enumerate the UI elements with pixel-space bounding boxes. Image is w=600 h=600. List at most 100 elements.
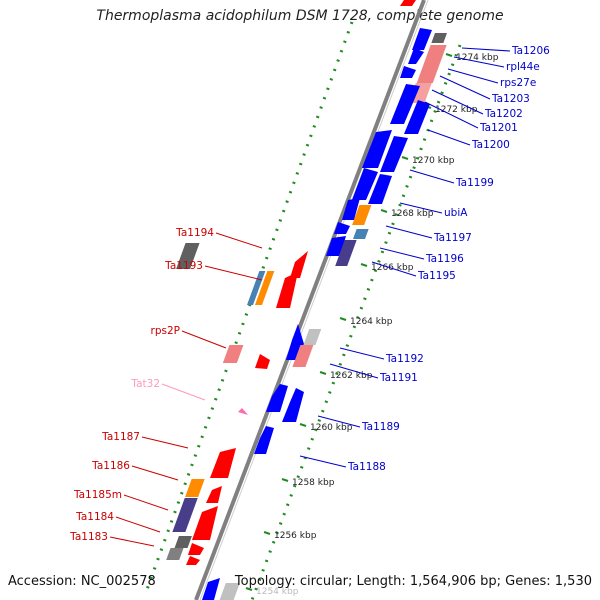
label-callout [427,129,471,146]
gene-label: Ta1206 [511,45,550,57]
gene-arrow-red [186,556,200,565]
gene-arrow-red [206,486,222,503]
gene-block-salmon [416,45,447,83]
gene-label: Ta1191 [379,372,418,384]
scale-label: 1262 kbp [330,371,373,381]
scale-tick [380,209,388,213]
gene-label: Ta1185m [73,489,122,501]
gene-arrow-blue [400,66,416,78]
label-callout [409,169,455,184]
label-callout [439,75,491,100]
backbone-line-inner [199,0,429,600]
scale-tick [339,317,347,321]
label-callout [181,330,227,349]
label-callout [161,383,206,401]
gene-arrow-red [255,354,270,369]
scale-tick [245,587,253,591]
gene-arrow-red [210,448,236,478]
gene-arrow-blue [404,100,430,134]
gene-arrow-blue [282,388,304,422]
gene-block-gray [176,243,200,269]
gene-block-salmon [292,345,314,367]
gene-label: Ta1183 [69,531,108,543]
gene-block-steelblue [353,229,369,239]
gene-label: rps2P [151,325,180,337]
scale-tick [263,531,271,535]
label-callout [115,516,161,533]
label-callout [385,225,433,239]
gene-block-gray [166,548,184,560]
gene-label: Ta1197 [433,232,472,244]
label-callout [299,455,347,468]
gene-labels: Ta1194 Ta1193 rps2P Tat32 Ta1187 Ta1186 Ta1185… [69,45,550,547]
accession-text: Accession: NC_002578 [8,574,156,589]
scale-tick [281,478,289,482]
label-callout [215,232,263,249]
gene-block-orange [254,271,275,305]
gene-label: Ta1186 [91,460,130,472]
scale-label: 1264 kbp [350,317,393,327]
gene-block-gray [174,536,192,548]
label-callout [131,465,179,481]
label-callout [204,265,263,281]
scale-label: 1254 kbp [256,587,299,597]
gene-label: Ta1196 [425,253,464,265]
gene-label: Ta1193 [164,260,203,272]
scale-label: 1270 kbp [412,156,455,166]
scale-label: 1268 kbp [391,209,434,219]
gene-arrow-blue [266,384,288,412]
label-callout [109,536,155,547]
gene-arrow-red [276,272,298,308]
gene-block-orange [185,479,205,497]
gene-label: Ta1195 [417,270,456,282]
label-callout [447,68,499,84]
gene-arrow-pink [238,408,248,415]
gene-label: rpl44e [506,61,540,73]
gene-label: Ta1187 [101,431,140,443]
label-callout [329,363,379,379]
gene-arrow-blue [380,136,408,172]
gene-features [166,0,447,600]
gene-block-orange [352,205,372,225]
scale-tick [319,371,327,375]
gene-label: Ta1188 [347,461,386,473]
label-callout [431,89,484,115]
gene-arrow-blue [412,28,432,50]
map-title: Thermoplasma acidophilum DSM 1728, compl… [96,8,504,24]
gene-label: ubiA [444,207,468,219]
gene-label: Ta1201 [479,122,518,134]
backbone-line [194,0,426,600]
label-callout [123,494,169,511]
scale-label: 1258 kbp [292,478,335,488]
gene-label: Ta1199 [455,177,494,189]
gene-arrow-blue [342,198,360,220]
label-callout [371,261,417,277]
outer-tick-ring [143,21,354,596]
gene-arrow-blue [368,174,392,204]
scale-label: 1274 kbp [456,53,499,63]
gene-block-gray [303,329,322,345]
scale-tick [401,156,409,160]
label-callout [339,347,385,360]
gene-arrow-blue [254,426,274,454]
gene-arrow-blue [390,84,420,124]
gene-label: Tat32 [130,378,160,390]
label-callout [379,247,425,260]
gene-arrow-red [192,506,218,540]
gene-arrow-blue [408,48,424,64]
gene-block-salmon [222,345,244,363]
gene-arrow-blue [334,222,350,234]
gene-block-gray [431,33,447,43]
gene-arrow-red [188,543,204,555]
gene-block-gray [219,583,240,600]
label-callout [317,415,361,428]
label-callout [424,101,479,129]
gene-arrow-red [290,251,308,278]
gene-block-purple [335,240,357,266]
label-callout [461,47,511,52]
scale-label: 1272 kbp [435,105,478,115]
scale-tick [299,423,307,427]
